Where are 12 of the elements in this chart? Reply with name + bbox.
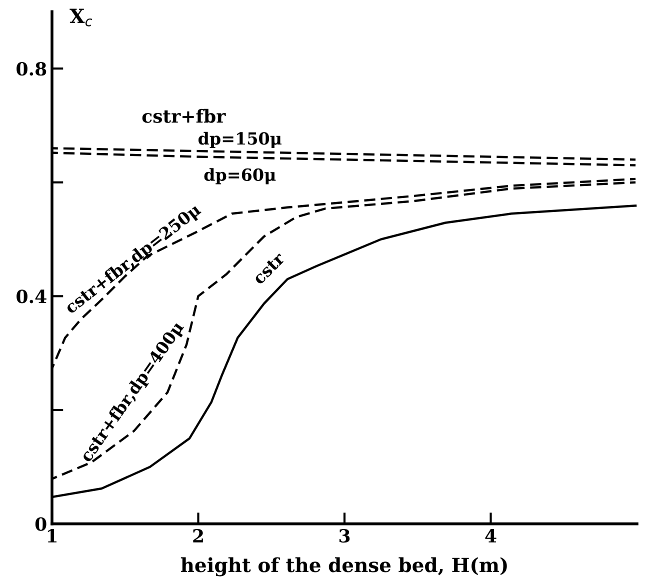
x-tick-label: 2 <box>193 528 203 542</box>
series-label: dp=150μ <box>198 132 282 148</box>
y-axis-title: X$_{c}$ <box>70 8 92 26</box>
x-tick-label: 1 <box>48 528 56 542</box>
x-tick-label: 4 <box>485 528 496 542</box>
x-tick-label: 3 <box>339 528 350 543</box>
annotation: cstr+fbr <box>142 108 226 123</box>
y-tick-label: 0.4 <box>16 290 46 304</box>
y-tick-label: 0.8 <box>16 62 46 76</box>
x-axis-title: height of the dense bed, H(m) <box>180 557 507 576</box>
series-label: dp=60μ <box>204 168 276 184</box>
y-tick-label: 0 <box>35 517 46 531</box>
